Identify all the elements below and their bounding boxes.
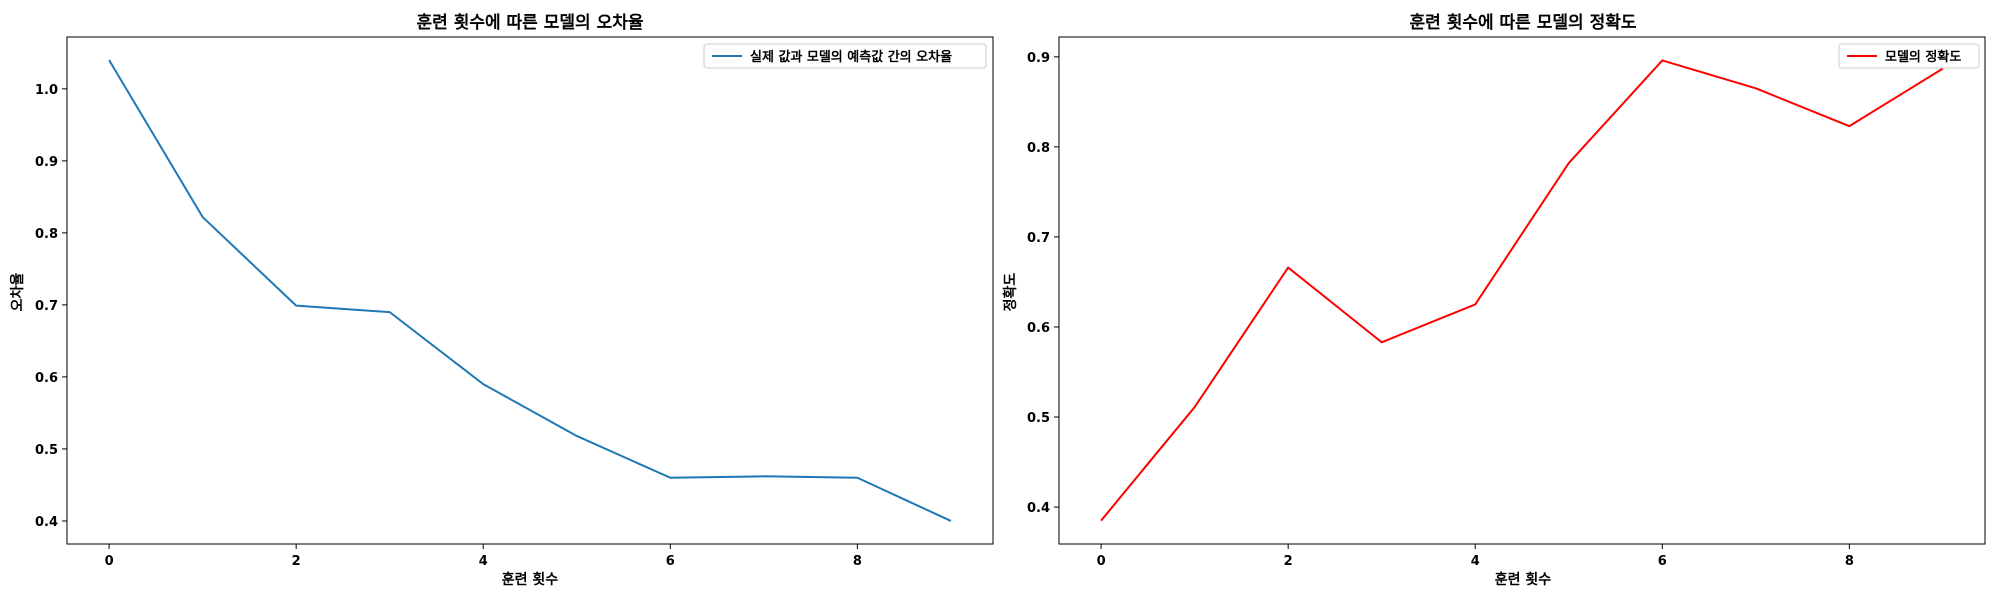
series-line <box>108 59 952 522</box>
plot-frame <box>66 36 994 545</box>
y-axis-label: 오차율 <box>9 273 26 312</box>
chart-title: 훈련 횟수에 따른 모델의 오차율 <box>417 12 644 33</box>
accuracy-chart: 훈련 횟수에 따른 모델의 정확도 훈련 횟수 정확도 0 2 4 6 80.40.50… <box>1002 12 1986 588</box>
x-tick-label: 0 <box>1097 554 1106 569</box>
x-tick-label: 6 <box>1658 554 1667 569</box>
series-group <box>108 59 952 522</box>
y-tick-label: 0.6 <box>1027 321 1050 336</box>
x-tick-label: 2 <box>1284 554 1293 569</box>
tick-group: 0 2 4 6 8 0.4 0.5 0.6 0.7 0.8 0.9 <box>1027 51 1854 569</box>
plot-frame <box>1058 36 1986 545</box>
y-tick-label: 0.9 <box>35 155 58 170</box>
y-tick-label: 0.4 <box>35 515 58 530</box>
tick-group: 0 2 4 6 8 0.4 0.5 0.6 0.7 0.8 0.9 1.0 <box>35 83 862 569</box>
legend-label: 모델의 정확도 <box>1885 49 1961 65</box>
y-tick-label: 0.7 <box>35 299 58 314</box>
y-axis-label: 정확도 <box>1002 273 1019 312</box>
legend-box <box>703 43 987 69</box>
y-tick-label: 0.5 <box>35 443 58 458</box>
y-tick-label: 0.7 <box>1027 231 1050 246</box>
x-tick-label: 8 <box>1845 554 1854 569</box>
y-tick-label: 0.8 <box>35 227 58 242</box>
x-tick-label: 4 <box>1471 554 1480 569</box>
legend-label: 실제 값과 모델의 예측값 간의 오차율 <box>750 49 952 65</box>
chart-title: 훈련 횟수에 따른 모델의 정확도 <box>1410 12 1637 33</box>
y-tick-label: 0.6 <box>35 371 58 386</box>
x-tick-label: 4 <box>479 554 488 569</box>
y-tick-label: 0.8 <box>1027 141 1050 156</box>
legend: 실제 값과 모델의 예측값 간의 오차율 <box>703 43 987 69</box>
x-tick-label: 2 <box>292 554 301 569</box>
legend: 모델의 정확도 <box>1838 43 1980 69</box>
series-group <box>1100 59 1944 522</box>
x-axis-label: 훈련 횟수 <box>502 571 559 588</box>
x-tick-label: 6 <box>666 554 675 569</box>
y-tick-label: 0.4 <box>1027 501 1050 516</box>
legend-box <box>1838 43 1980 69</box>
y-tick-label: 0.9 <box>1027 51 1050 66</box>
y-tick-label: 0.5 <box>1027 411 1050 426</box>
x-tick-label: 8 <box>853 554 862 569</box>
x-tick-label: 0 <box>105 554 114 569</box>
x-axis-label: 훈련 횟수 <box>1495 571 1552 588</box>
y-tick-label: 1.0 <box>35 83 58 98</box>
series-line <box>1100 59 1944 522</box>
error-rate-chart: 훈련 횟수에 따른 모델의 오차율 훈련 횟수 오차율 0 2 4 6 80.40.50… <box>9 12 994 588</box>
